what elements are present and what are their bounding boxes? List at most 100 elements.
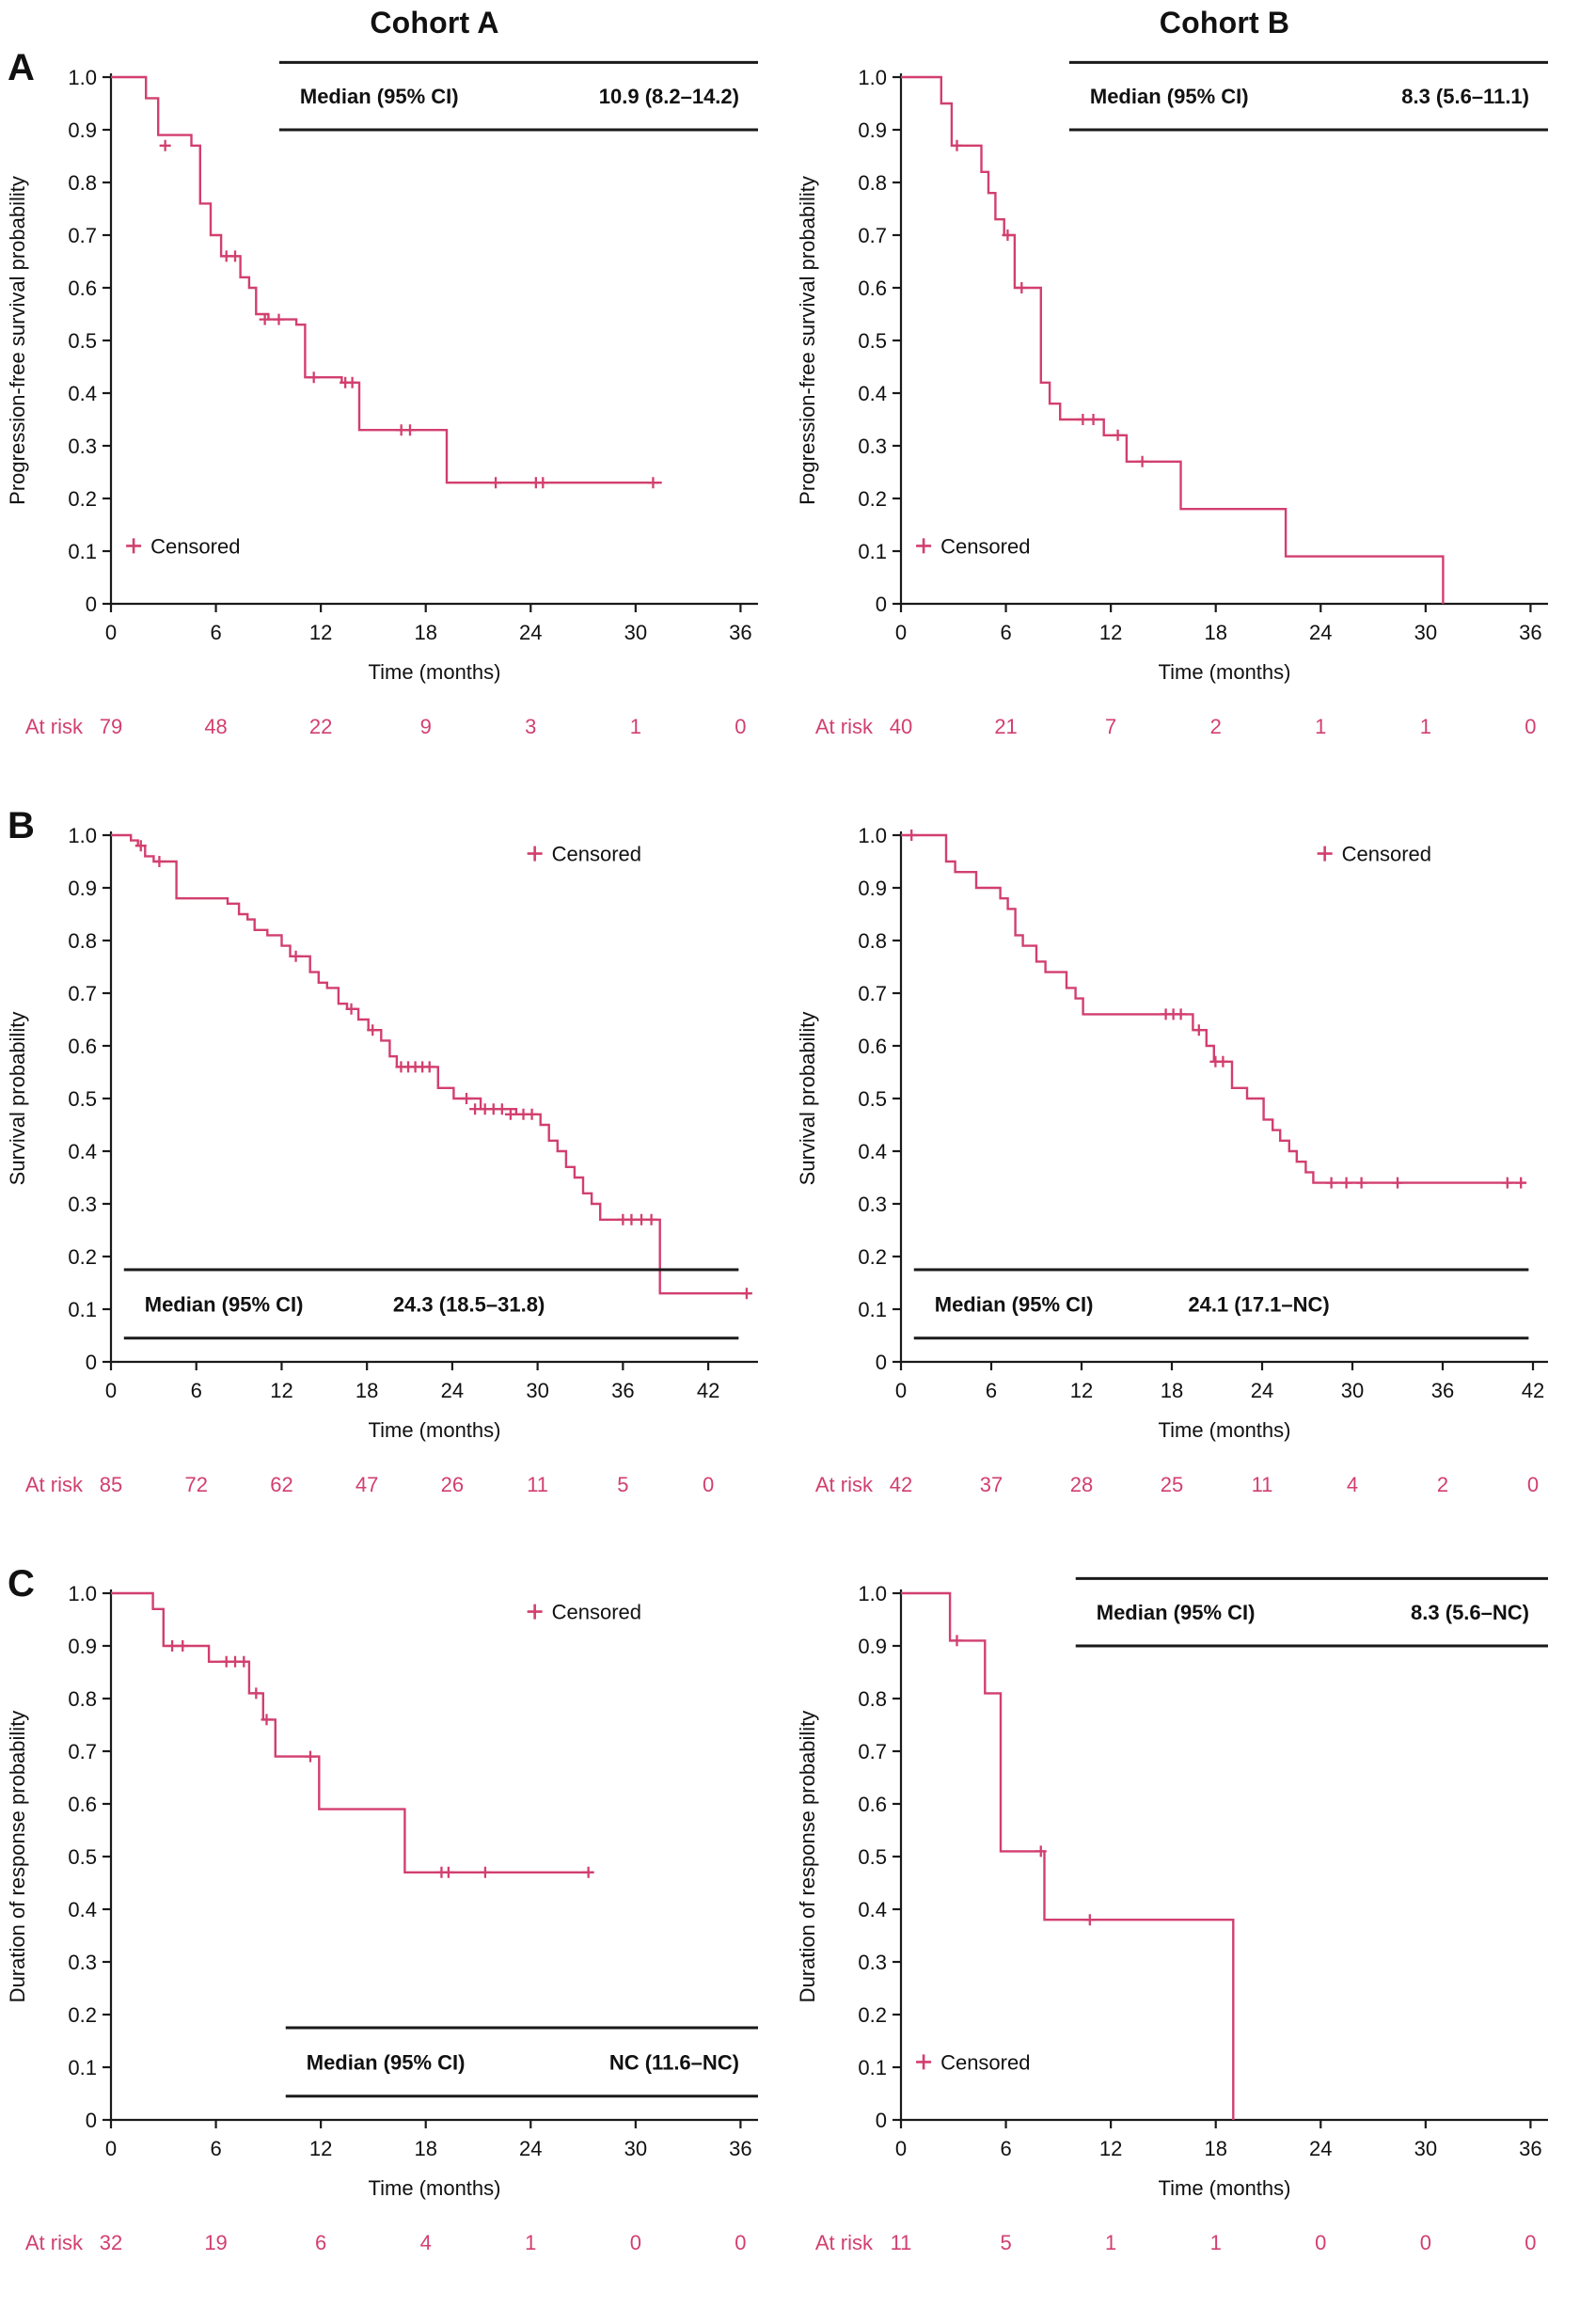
x-tick-label: 6 [191,1379,202,1402]
x-tick-label: 0 [895,2137,907,2160]
censor-mark-icon [490,477,502,489]
y-tick-label: 0.8 [68,1687,97,1711]
column-title-cohort-b-text: Cohort B [1159,6,1290,40]
at-risk-count: 0 [1527,1473,1539,1496]
x-tick-label: 42 [697,1379,719,1402]
at-risk-count: 4 [420,2231,432,2254]
y-tick-label: 0.8 [68,171,97,195]
censor-mark-icon [1501,1177,1513,1189]
y-tick-label: 0.7 [858,224,887,247]
x-tick-label: 36 [611,1379,634,1402]
censor-mark-icon [367,1024,379,1036]
median-value: 10.9 (8.2–14.2) [599,85,739,108]
censor-mark-icon [308,372,320,384]
at-risk-count: 42 [890,1473,912,1496]
censor-mark-icon [1193,1024,1205,1036]
censor-mark-icon [250,1687,262,1700]
at-risk-count: 0 [630,2231,641,2254]
at-risk-count: 32 [100,2231,122,2254]
median-label: Median (95% CI) [1090,85,1249,108]
censored-plus-icon [916,538,932,554]
panel-row-a: A 0 6 12 18 24 30 36 0 0.1 0.2 0.3 0.4 0.5 0.6 0.7 0.8 0… [0,49,1580,807]
y-tick-label: 0.5 [68,1087,97,1111]
x-axis-title: Time (months) [1159,660,1291,684]
panel-label-b: B [8,805,35,846]
y-tick-label: 0.2 [68,2003,97,2027]
median-label: Median (95% CI) [300,85,459,108]
x-tick-label: 0 [105,2137,117,2160]
panel-label-a: A [8,47,35,88]
y-tick-label: 0.8 [68,929,97,953]
censor-mark-icon [403,424,416,436]
y-tick-label: 0.7 [68,1740,97,1763]
column-titles: Cohort A Cohort B [0,6,1580,49]
censor-mark-icon [951,1635,963,1647]
median-label: Median (95% CI) [307,2050,466,2074]
x-tick-label: 12 [270,1379,292,1402]
at-risk-count: 3 [525,715,536,738]
km-plot-pfs-cohort-b: 0 6 12 18 24 30 3600.10.20.30.40.50.60.70.80.9… [796,60,1548,738]
column-title-cohort-b: Cohort B [790,6,1580,40]
y-tick-label: 0 [86,593,97,616]
y-tick-label: 0.8 [858,929,887,953]
y-tick-label: 0.8 [858,171,887,195]
censored-label: Censored [552,843,641,866]
km-step-curve [901,75,1445,604]
censor-mark-icon [1217,1055,1229,1067]
x-tick-label: 36 [1519,621,1541,644]
panel-label-c: C [8,1563,35,1605]
y-tick-label: 0.2 [858,2003,887,2027]
at-risk-label: At risk [815,2231,874,2254]
y-axis-title: Progression-free survival probability [6,176,29,505]
x-tick-label: 6 [210,621,221,644]
x-tick-label: 30 [526,1379,548,1402]
column-title-cohort-a-text: Cohort A [370,6,499,40]
censor-mark-icon [504,1108,516,1120]
y-tick-label: 0.6 [858,277,887,300]
x-tick-label: 18 [414,2137,436,2160]
y-tick-label: 0.5 [68,1845,97,1869]
y-tick-label: 0.2 [68,1245,97,1269]
at-risk-count: 7 [1105,715,1116,738]
column-title-cohort-a: Cohort A [0,6,790,40]
median-value: 24.3 (18.5–31.8) [393,1292,545,1316]
censor-mark-icon [496,1103,508,1115]
km-plot-dor-cohort-a: 0 6 12 18 24 30 36 0 0.1 0.2 0.3 0.4 0.5 0.6 0.7 0.8 0.9… [6,1582,758,2254]
median-label: Median (95% CI) [1097,1601,1256,1624]
censor-mark-icon [1136,455,1148,467]
y-tick-label: 0.1 [858,540,887,563]
y-tick-label: 1.0 [858,1582,887,1605]
censored-label: Censored [552,1601,641,1624]
censored-label: Censored [1342,843,1431,866]
km-step-curve [901,1591,1235,2120]
censor-mark-icon [1325,1177,1337,1189]
censor-mark-icon [469,1103,482,1115]
censor-mark-icon [159,139,171,151]
censor-mark-icon [526,1108,538,1120]
y-tick-label: 1.0 [68,824,97,847]
at-risk-count: 2 [1210,715,1222,738]
at-risk-count: 9 [420,715,432,738]
at-risk-count: 37 [980,1473,1003,1496]
censor-mark-icon [290,950,302,962]
censor-mark-icon [1392,1177,1403,1189]
y-tick-label: 0.4 [68,1898,97,1921]
y-tick-label: 0.9 [68,877,97,900]
x-tick-label: 0 [105,621,117,644]
censor-mark-icon [906,830,918,841]
censor-mark-icon [346,376,358,388]
at-risk-count: 1 [525,2231,536,2254]
censor-mark-icon [461,1093,473,1104]
y-tick-label: 0 [876,2109,887,2132]
y-tick-label: 0.9 [68,119,97,142]
censored-label: Censored [150,534,240,558]
censor-mark-icon [423,1061,435,1073]
at-risk-count: 62 [270,1473,292,1496]
censor-mark-icon [479,1866,491,1878]
censor-mark-icon [238,1655,250,1668]
censor-mark-icon [229,250,242,262]
median-label: Median (95% CI) [935,1292,1094,1316]
y-tick-label: 0.3 [68,435,97,458]
censor-mark-icon [1355,1177,1367,1189]
censor-mark-icon [153,856,166,867]
